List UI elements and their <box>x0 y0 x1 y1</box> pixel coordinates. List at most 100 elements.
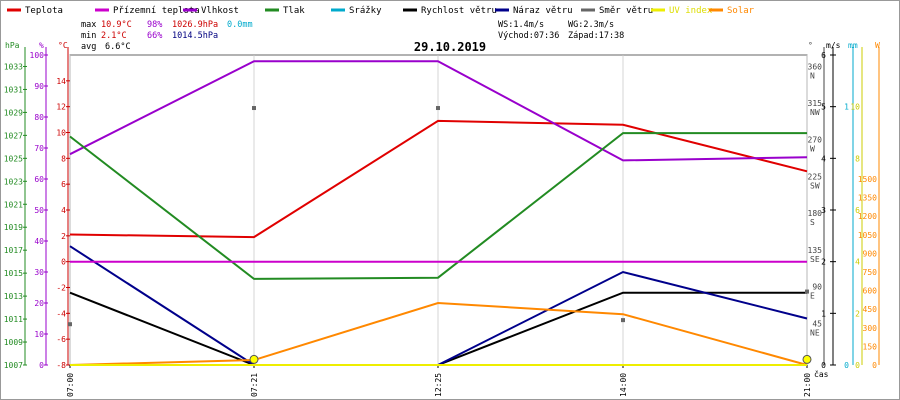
tick-label-solar-6: 900 <box>863 249 878 258</box>
stat-avg-temp: 6.6°C <box>105 42 131 52</box>
legend: Teplota Přízemní teplota Vlhkost Tlak Srážky… <box>7 6 755 16</box>
series-line-náraz-větru <box>69 245 808 366</box>
tick-label-temperature-0: -8 <box>56 361 66 370</box>
legend-label-7: Směr větru <box>599 6 653 16</box>
axis-title-pressure: hPa <box>5 41 20 50</box>
axes-group: 1007100910111013101510171019102110231025… <box>4 47 880 397</box>
tick-label-temperature-9: 10 <box>56 129 66 138</box>
stat-max-rain: 0.0mm <box>227 20 253 30</box>
legend-label-8: UV index <box>669 6 713 16</box>
tick-label-wind-speed-1: 1 <box>821 309 826 318</box>
legend-label-3: Tlak <box>283 6 305 16</box>
wind-dir-point-1 <box>252 106 256 111</box>
tick-label-humidity-3: 30 <box>34 268 44 277</box>
axis-title-humidity: % <box>39 41 44 50</box>
tick-label-wind-compass-1: E <box>810 292 815 301</box>
tick-label-humidity-8: 80 <box>34 113 44 122</box>
tick-label-solar-8: 1200 <box>858 212 877 221</box>
tick-label-wind-speed-6: 6 <box>821 51 826 60</box>
tick-label-humidity-1: 10 <box>34 330 44 339</box>
tick-label-solar-4: 600 <box>863 287 878 296</box>
tick-label-temperature-5: 2 <box>61 232 66 241</box>
series-line-teplota <box>69 119 808 239</box>
tick-label-humidity-0: 0 <box>39 361 44 370</box>
tick-label-pressure-6: 1019 <box>4 223 23 232</box>
tick-label-temperature-4: 0 <box>61 258 66 267</box>
stat-max-hum: 98% <box>147 20 162 30</box>
tick-label-wind-dir-5: 270 <box>808 136 823 145</box>
tick-label-uv-2: 4 <box>855 258 860 267</box>
legend-label-5: Rychlost větru <box>421 6 497 16</box>
tick-label-temperature-8: 8 <box>61 154 66 163</box>
tick-label-pressure-8: 1023 <box>4 177 23 186</box>
wind-dir-point-2 <box>436 106 440 111</box>
tick-label-wind-compass-5: W <box>810 145 815 154</box>
tick-label-pressure-9: 1025 <box>4 154 23 163</box>
tick-label-rain-0: 0 <box>844 361 849 370</box>
tick-label-pressure-2: 1011 <box>4 315 23 324</box>
tick-label-solar-2: 300 <box>863 324 878 333</box>
tick-label-temperature-6: 4 <box>61 206 66 215</box>
tick-label-humidity-10: 100 <box>30 51 45 60</box>
x-tick-label-4: 21:00 <box>803 373 812 397</box>
tick-label-humidity-5: 50 <box>34 206 44 215</box>
tick-label-wind-compass-0: NE <box>810 328 820 337</box>
tick-label-pressure-5: 1017 <box>4 246 23 255</box>
legend-label-9: Solar <box>727 6 755 16</box>
legend-label-4: Srážky <box>349 6 382 16</box>
tick-label-wind-dir-1: 90 <box>812 283 822 292</box>
stat-min-press: 1014.5hPa <box>172 31 218 41</box>
tick-label-rain-1: 1 <box>844 103 849 112</box>
tick-label-pressure-7: 1021 <box>4 200 23 209</box>
tick-label-wind-compass-4: SW <box>810 181 820 190</box>
tick-label-solar-3: 450 <box>863 305 878 314</box>
x-tick-label-2: 12:25 <box>434 373 443 397</box>
tick-label-pressure-0: 1007 <box>4 361 23 370</box>
tick-label-temperature-11: 14 <box>56 77 66 86</box>
uv-marker-1 <box>802 354 812 364</box>
legend-label-6: Náraz větru <box>513 6 573 16</box>
tick-label-wind-speed-2: 2 <box>821 258 826 267</box>
tick-label-humidity-9: 90 <box>34 82 44 91</box>
tick-label-wind-dir-4: 225 <box>808 172 823 181</box>
tick-label-humidity-4: 40 <box>34 237 44 246</box>
tick-label-pressure-4: 1015 <box>4 269 23 278</box>
series-line-solar <box>69 301 808 366</box>
axis-title-solar: W <box>875 41 880 50</box>
tick-label-solar-1: 150 <box>863 342 878 351</box>
tick-label-wind-speed-4: 4 <box>821 154 826 163</box>
legend-label-1: Přízemní teplota <box>113 6 200 16</box>
tick-label-wind-compass-6: NW <box>810 108 820 117</box>
wind-dir-point-3 <box>621 318 625 323</box>
plot-group <box>68 60 812 366</box>
tick-label-uv-0: 0 <box>855 361 860 370</box>
tick-label-solar-9: 1350 <box>858 194 877 203</box>
stat-min-temp: 2.1°C <box>101 31 127 41</box>
wind-wg: WG:2.3m/s <box>568 20 614 30</box>
tick-label-pressure-12: 1031 <box>4 85 23 94</box>
axis-title-wind-dir-deg: ° <box>808 41 813 50</box>
tick-label-temperature-1: -6 <box>56 335 66 344</box>
x-tick-label-0: 07:00 <box>66 373 75 397</box>
x-tick-label-1: 07:21 <box>250 373 259 397</box>
tick-label-pressure-3: 1013 <box>4 292 23 301</box>
tick-label-pressure-13: 1033 <box>4 62 23 71</box>
tick-label-solar-0: 0 <box>872 361 877 370</box>
legend-label-0: Teplota <box>25 6 63 16</box>
tick-label-uv-4: 8 <box>855 154 860 163</box>
tick-label-solar-5: 750 <box>863 268 878 277</box>
wind-info: WS:1.4m/s WG:2.3m/s Východ:07:36 Západ:1… <box>498 20 624 41</box>
wind-dir-point-4 <box>805 289 809 294</box>
tick-label-temperature-3: -2 <box>56 284 66 293</box>
wind-dir-point-0 <box>68 322 72 327</box>
sunset: Západ:17:38 <box>568 31 624 41</box>
tick-label-wind-dir-7: 360 <box>808 62 823 71</box>
tick-label-wind-speed-0: 0 <box>821 361 826 370</box>
tick-label-wind-compass-7: N <box>810 71 815 80</box>
tick-label-humidity-7: 70 <box>34 144 44 153</box>
tick-label-pressure-10: 1027 <box>4 131 23 140</box>
legend-label-2: Vlhkost <box>201 6 239 16</box>
series-line-vlhkost <box>69 60 808 162</box>
